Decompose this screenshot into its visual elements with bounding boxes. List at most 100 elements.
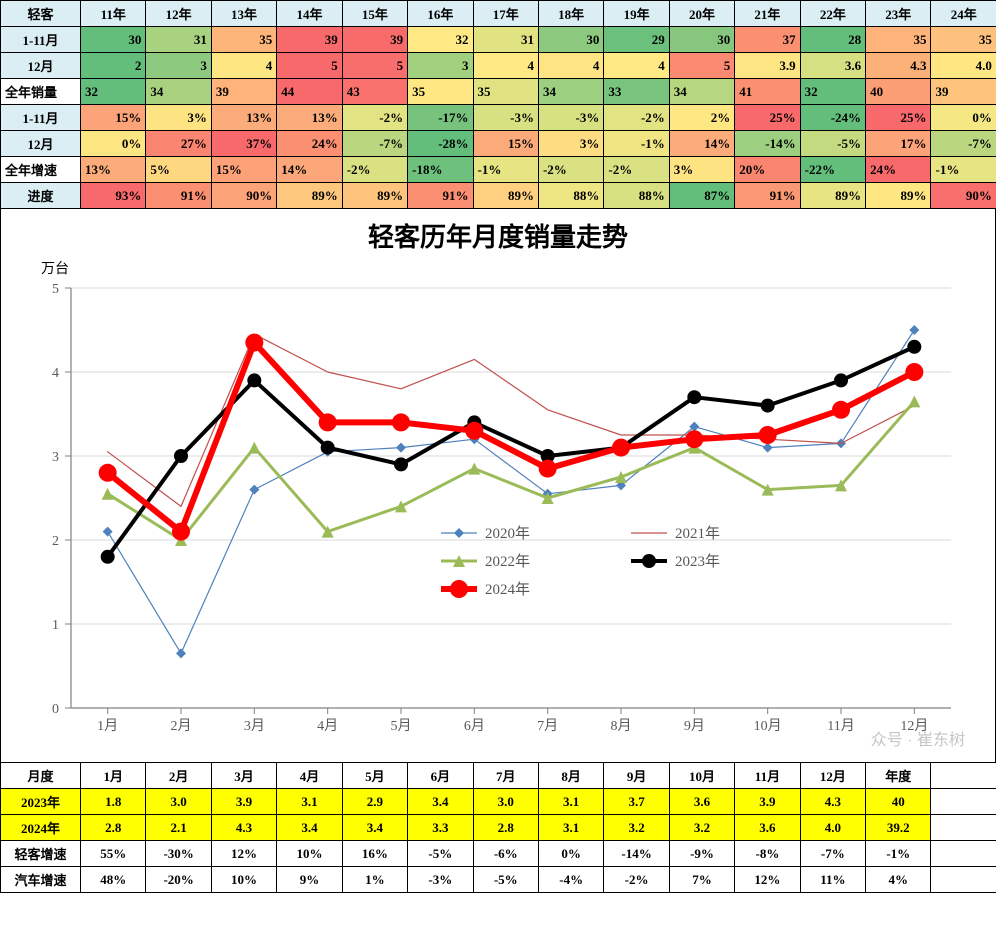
top-row-label: 1-11月: [1, 105, 81, 131]
bottom-cell: -2%: [604, 867, 669, 893]
top-cell: 3: [408, 53, 473, 79]
bottom-row-label: 2023年: [1, 789, 81, 815]
svg-text:2021年: 2021年: [675, 525, 720, 542]
top-cell: 30: [81, 27, 146, 53]
top-cell: 3.6: [800, 53, 865, 79]
svg-text:4: 4: [52, 366, 59, 381]
bottom-cell: -9%: [669, 841, 734, 867]
top-cell: 31: [146, 27, 211, 53]
top-cell: 93%: [81, 183, 146, 209]
top-cell: 31: [473, 27, 538, 53]
svg-text:1月: 1月: [97, 718, 118, 734]
bottom-cell: -6%: [473, 841, 538, 867]
bottom-cell: 4.0: [800, 815, 865, 841]
bottom-cell: 10%: [277, 841, 342, 867]
top-cell: 89%: [342, 183, 407, 209]
top-cell: 14%: [669, 131, 734, 157]
bottom-cell: [931, 789, 996, 815]
svg-text:5: 5: [52, 282, 59, 297]
top-cell: 20%: [735, 157, 800, 183]
top-cell: -2%: [342, 157, 407, 183]
bottom-cell: 48%: [81, 867, 146, 893]
top-cell: 5: [277, 53, 342, 79]
top-cell: 24%: [277, 131, 342, 157]
top-cell: 13%: [81, 157, 146, 183]
top-cell: 37%: [211, 131, 276, 157]
bottom-header-cell: 9月: [604, 763, 669, 789]
svg-text:2: 2: [52, 534, 59, 549]
top-cell: 25%: [866, 105, 931, 131]
bottom-cell: 4.3: [800, 789, 865, 815]
bottom-cell: 3.1: [538, 789, 603, 815]
top-cell: 4.0: [931, 53, 996, 79]
bottom-header-cell: [931, 763, 996, 789]
top-cell: 32: [800, 79, 865, 105]
top-cell: 2: [81, 53, 146, 79]
bottom-cell: 3.4: [408, 789, 473, 815]
top-year-header: 17年: [473, 1, 538, 27]
top-cell: -2%: [604, 105, 669, 131]
top-heatmap-table: 轻客11年12年13年14年15年16年17年18年19年20年21年22年23…: [0, 0, 996, 209]
top-cell: 87%: [669, 183, 734, 209]
top-cell: 4: [473, 53, 538, 79]
bottom-cell: 40: [866, 789, 931, 815]
bottom-row-label: 汽车增速: [1, 867, 81, 893]
bottom-cell: 12%: [735, 867, 800, 893]
svg-text:8月: 8月: [611, 718, 632, 734]
top-cell: 91%: [735, 183, 800, 209]
top-cell: -3%: [473, 105, 538, 131]
top-cell: -2%: [342, 105, 407, 131]
bottom-cell: -8%: [735, 841, 800, 867]
top-year-header: 16年: [408, 1, 473, 27]
top-cell: 3%: [538, 131, 603, 157]
bottom-cell: -4%: [538, 867, 603, 893]
bottom-header-cell: 1月: [81, 763, 146, 789]
bottom-cell: -20%: [146, 867, 211, 893]
bottom-cell: 16%: [342, 841, 407, 867]
top-cell: 88%: [604, 183, 669, 209]
top-year-header: 12年: [146, 1, 211, 27]
bottom-cell: [931, 841, 996, 867]
top-cell: 90%: [211, 183, 276, 209]
top-cell: 25%: [735, 105, 800, 131]
bottom-cell: -14%: [604, 841, 669, 867]
bottom-cell: -1%: [866, 841, 931, 867]
bottom-header-cell: 2月: [146, 763, 211, 789]
bottom-cell: 10%: [211, 867, 276, 893]
top-cell: 3%: [669, 157, 734, 183]
top-cell: 89%: [866, 183, 931, 209]
top-cell: -1%: [931, 157, 996, 183]
top-cell: 15%: [211, 157, 276, 183]
top-cell: 89%: [473, 183, 538, 209]
bottom-cell: 3.9: [211, 789, 276, 815]
svg-text:6月: 6月: [464, 718, 485, 734]
bottom-cell: 4%: [866, 867, 931, 893]
svg-text:9月: 9月: [684, 718, 705, 734]
bottom-cell: 3.9: [735, 789, 800, 815]
bottom-cell: 12%: [211, 841, 276, 867]
top-year-header: 23年: [866, 1, 931, 27]
bottom-row-label: 2024年: [1, 815, 81, 841]
bottom-header-cell: 5月: [342, 763, 407, 789]
top-cell: -17%: [408, 105, 473, 131]
top-cell: 3.9: [735, 53, 800, 79]
bottom-cell: 39.2: [866, 815, 931, 841]
top-row-label: 1-11月: [1, 27, 81, 53]
bottom-row-label: 轻客增速: [1, 841, 81, 867]
top-cell: 35: [211, 27, 276, 53]
svg-text:2020年: 2020年: [485, 525, 530, 542]
top-row-label: 进度: [1, 183, 81, 209]
top-cell: 15%: [81, 105, 146, 131]
svg-text:3月: 3月: [244, 718, 265, 734]
top-cell: 30: [669, 27, 734, 53]
bottom-cell: 2.1: [146, 815, 211, 841]
bottom-header-cell: 月度: [1, 763, 81, 789]
top-cell: 0%: [931, 105, 996, 131]
top-cell: -22%: [800, 157, 865, 183]
bottom-cell: 3.0: [146, 789, 211, 815]
top-cell: 3: [146, 53, 211, 79]
top-cell: 2%: [669, 105, 734, 131]
top-year-header: 15年: [342, 1, 407, 27]
top-cell: -5%: [800, 131, 865, 157]
top-cell: 27%: [146, 131, 211, 157]
